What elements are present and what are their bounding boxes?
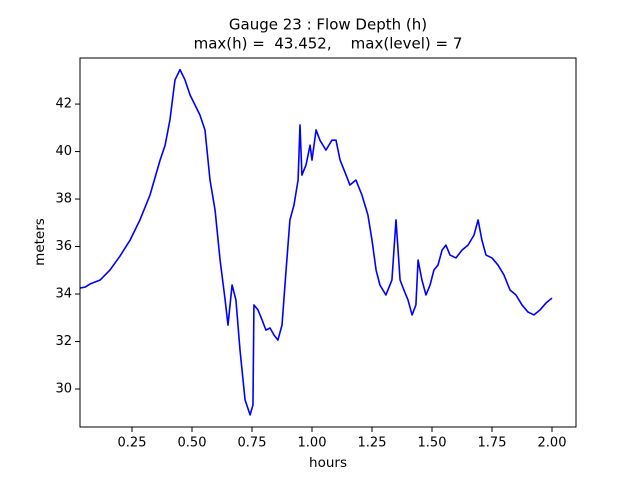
y-tick-label: 30 xyxy=(55,382,72,397)
x-tick-label: 1.75 xyxy=(478,436,507,451)
y-tick-label: 34 xyxy=(55,287,72,302)
x-tick-label: 0.25 xyxy=(118,436,147,451)
y-axis-label: meters xyxy=(32,218,48,266)
y-tick-label: 32 xyxy=(55,334,72,349)
y-tick-label: 40 xyxy=(55,144,72,159)
chart-title: Gauge 23 : Flow Depth (h) xyxy=(229,16,427,34)
x-tick-label: 2.00 xyxy=(538,436,567,451)
chart-subtitle: max(h) = 43.452, max(level) = 7 xyxy=(194,35,463,53)
data-line xyxy=(79,68,553,416)
x-tick-label: 1.00 xyxy=(298,436,327,451)
y-tick-label: 42 xyxy=(55,97,72,112)
x-tick-label: 1.50 xyxy=(418,436,447,451)
y-tick-label: 38 xyxy=(55,192,72,207)
x-axis-label: hours xyxy=(309,455,347,471)
x-tick-label: 0.50 xyxy=(178,436,207,451)
y-tick-label: 36 xyxy=(55,239,72,254)
x-tick-label: 1.25 xyxy=(358,436,387,451)
x-tick-label: 0.75 xyxy=(238,436,267,451)
plot-frame xyxy=(79,57,577,428)
